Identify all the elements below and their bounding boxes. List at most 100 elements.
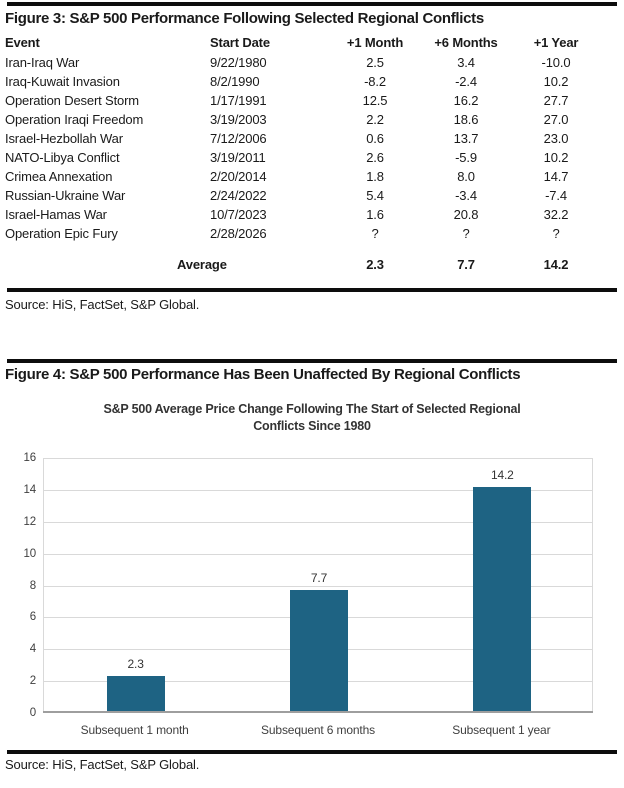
- cell-event: Israel-Hamas War: [5, 207, 107, 222]
- cell-event: Iran-Iraq War: [5, 55, 80, 70]
- cell-y1: ?: [552, 226, 560, 241]
- figure4-top-rule: [7, 359, 617, 363]
- cell-m6: 3.4: [457, 55, 475, 70]
- cell-event: Operation Epic Fury: [5, 226, 118, 241]
- top-divider-rule: [7, 2, 617, 6]
- bar-value-label: 14.2: [490, 467, 514, 482]
- cell-event: Israel-Hezbollah War: [5, 131, 123, 146]
- table-row: Operation Iraqi Freedom 3/19/2003 2.2 18.6 2…: [5, 110, 605, 129]
- cell-y1: 23.0: [543, 131, 569, 146]
- column-header-start-date: Start Date: [210, 35, 270, 50]
- cell-m1: 1.8: [366, 169, 384, 184]
- cell-y1: 10.2: [543, 150, 569, 165]
- cell-m1: -8.2: [364, 74, 386, 89]
- chart-title-line2: Conflicts Since 1980: [253, 419, 371, 433]
- cell-date: 9/22/1980: [210, 55, 267, 70]
- bar-value-label: 2.3: [127, 657, 144, 672]
- cell-y1: 27.7: [543, 93, 569, 108]
- table-header-row: Event Start Date +1 Month +6 Months +1 Y…: [5, 33, 605, 53]
- table-row: Russian-Ukraine War 2/24/2022 5.4 -3.4 -7.4: [5, 186, 605, 205]
- table-row: Crimea Annexation 2/20/2014 1.8 8.0 14.7: [5, 167, 605, 186]
- cell-y1: 10.2: [543, 74, 569, 89]
- x-axis-line: [43, 711, 593, 713]
- y-axis-label: 0: [29, 707, 36, 719]
- cell-m1: 12.5: [362, 93, 388, 108]
- x-axis-label: Subsequent 6 months: [261, 723, 375, 737]
- cell-date: 7/12/2006: [210, 131, 267, 146]
- cell-m1: 2.5: [366, 55, 384, 70]
- cell-y1: 27.0: [543, 112, 569, 127]
- plot-area: 2.3 7.7 14.2: [43, 458, 593, 713]
- table-row: Israel-Hamas War 10/7/2023 1.6 20.8 32.2: [5, 205, 605, 224]
- cell-date: 2/28/2026: [210, 226, 267, 241]
- cell-y1: 32.2: [543, 207, 569, 222]
- cell-y1: 14.7: [543, 169, 569, 184]
- y-axis-label: 2: [29, 675, 36, 688]
- cell-m6: 20.8: [453, 207, 479, 222]
- cell-event: Operation Iraqi Freedom: [5, 112, 144, 127]
- y-axis-label: 6: [29, 611, 36, 624]
- cell-event: Russian-Ukraine War: [5, 188, 126, 203]
- figure3-source-note: Source: HiS, FactSet, S&P Global.: [5, 297, 200, 312]
- table-row: Israel-Hezbollah War 7/12/2006 0.6 13.7 23.0: [5, 129, 605, 148]
- table-row: NATO-Libya Conflict 3/19/2011 2.6 -5.9 10.2: [5, 148, 605, 167]
- cell-m6: -3.4: [455, 188, 477, 203]
- table-row: Iraq-Kuwait Invasion 8/2/1990 -8.2 -2.4 10.2: [5, 72, 605, 91]
- figure3-bottom-rule: [7, 288, 617, 292]
- cell-m1: 5.4: [366, 188, 384, 203]
- y-axis-label: 8: [29, 579, 36, 592]
- gridline: [44, 585, 592, 587]
- cell-date: 10/7/2023: [210, 207, 267, 222]
- average-row: Average 2.3 7.7 14.2: [5, 255, 605, 274]
- gridline: [44, 521, 592, 523]
- column-header-6-months: +6 Months: [434, 35, 498, 50]
- x-axis-label: Subsequent 1 month: [80, 723, 189, 737]
- cell-event: Iraq-Kuwait Invasion: [5, 74, 120, 89]
- cell-event: Crimea Annexation: [5, 169, 113, 184]
- cell-m6: 13.7: [453, 131, 479, 146]
- cell-m6: 8.0: [457, 169, 475, 184]
- gridline: [44, 489, 592, 491]
- average-1-year: 14.2: [543, 257, 569, 272]
- chart-title-line1: S&P 500 Average Price Change Following T…: [103, 402, 521, 416]
- cell-date: 1/17/1991: [210, 93, 267, 108]
- cell-m6: 16.2: [453, 93, 479, 108]
- cell-m1: 0.6: [366, 131, 384, 146]
- cell-m1: 1.6: [366, 207, 384, 222]
- cell-date: 3/19/2011: [210, 150, 266, 165]
- bar: [106, 676, 165, 713]
- cell-event: NATO-Libya Conflict: [5, 150, 120, 165]
- average-label: Average: [177, 257, 227, 272]
- bar-chart: 2.3 7.7 14.2 0 2 4 6 8 10 12 14 16 Subsequent 1 mon…: [0, 452, 624, 758]
- cell-m6: -5.9: [455, 150, 477, 165]
- figure4-bottom-rule: [7, 750, 617, 754]
- column-header-1-year: +1 Year: [533, 35, 579, 50]
- table-row: Iran-Iraq War 9/22/1980 2.5 3.4 -10.0: [5, 53, 605, 72]
- cell-event: Operation Desert Storm: [5, 93, 139, 108]
- cell-m6: 18.6: [453, 112, 479, 127]
- cell-m6: -2.4: [455, 74, 477, 89]
- cell-date: 3/19/2003: [210, 112, 267, 127]
- bar-value-label: 7.7: [310, 571, 328, 586]
- average-6-months: 7.7: [457, 257, 475, 272]
- column-header-event: Event: [5, 35, 40, 50]
- figure4-title: Figure 4: S&P 500 Performance Has Been U…: [5, 366, 521, 383]
- x-axis-label: Subsequent 1 year: [452, 723, 551, 737]
- table-row: Operation Desert Storm 1/17/1991 12.5 16.2 2…: [5, 91, 605, 110]
- cell-y1: -10.0: [541, 55, 571, 70]
- gridline: [44, 553, 592, 555]
- cell-date: 2/20/2014: [210, 169, 267, 184]
- table-row: Operation Epic Fury 2/28/2026???: [5, 224, 605, 243]
- y-axis-label: 16: [23, 452, 37, 464]
- cell-m1: ?: [371, 226, 379, 241]
- column-header-1-month: +1 Month: [346, 35, 404, 50]
- bar: [473, 486, 532, 713]
- y-axis-label: 4: [29, 643, 36, 656]
- average-1-month: 2.3: [366, 257, 384, 272]
- y-axis-label: 14: [23, 483, 37, 496]
- cell-y1: -7.4: [545, 188, 567, 203]
- conflicts-table: Event Start Date +1 Month +6 Months +1 Y…: [5, 33, 605, 274]
- y-axis-label: 10: [23, 547, 37, 560]
- cell-m1: 2.6: [366, 150, 384, 165]
